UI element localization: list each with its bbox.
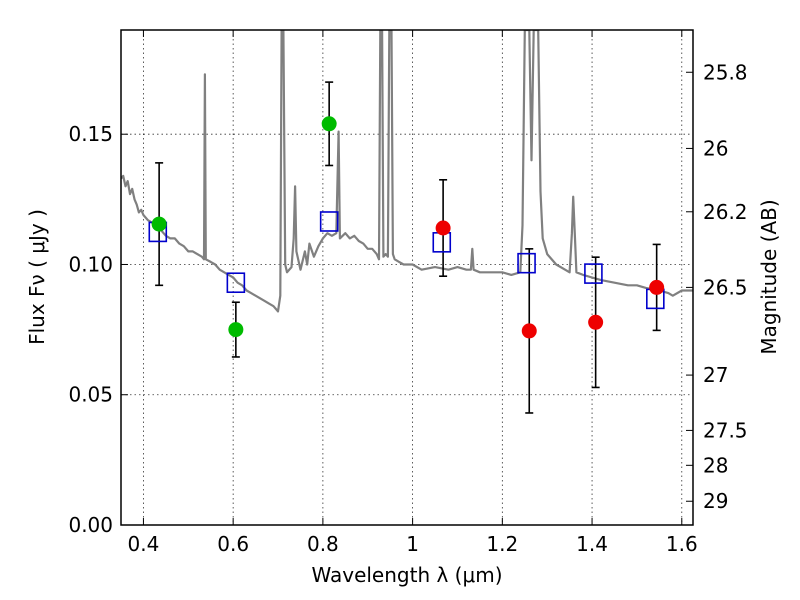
y-tick-label: 0.15 (68, 122, 113, 146)
model-band-square (517, 252, 536, 274)
x-axis-label: Wavelength λ (μm) (311, 563, 502, 587)
y2-tick-label: 26.2 (703, 200, 748, 224)
x-tick-label: 1.2 (486, 532, 518, 556)
error-bars-layer (155, 81, 661, 414)
observed-point-green (228, 322, 244, 338)
observed-point-red (649, 279, 665, 295)
y-tick-label: 0.00 (68, 513, 113, 537)
model-band-square (432, 232, 452, 253)
y-axis-label: Flux Fν ( μJy ) (25, 209, 49, 345)
observed-point-green (151, 216, 167, 232)
model-spectrum-line (121, 30, 693, 313)
x-tick-label: 1.4 (576, 532, 608, 556)
x-tick-label: 0.8 (307, 532, 339, 556)
observed-point-red (588, 314, 604, 330)
y-tick-label: 0.05 (68, 383, 113, 407)
model-band-square (584, 263, 603, 284)
model-band-square (226, 272, 246, 294)
y2-tick-label: 27 (703, 363, 728, 387)
x-tick-label: 1 (406, 532, 419, 556)
observed-point-red (435, 220, 451, 236)
model-spectrum-layer (121, 30, 693, 313)
y2-tick-label: 28 (703, 453, 728, 477)
y2-axis-label: Magnitude (AB) (757, 199, 781, 354)
markers-layer (148, 116, 665, 339)
y2-tick-label: 26 (703, 136, 728, 160)
y2-tick-label: 25.8 (703, 60, 748, 84)
y2-tick-label: 27.5 (703, 418, 748, 442)
x-tick-label: 1.6 (666, 532, 698, 556)
y2-tick-label: 26.5 (703, 275, 748, 299)
plot-frame (120, 29, 694, 526)
y2-tick-label: 29 (703, 489, 728, 513)
observed-point-red (521, 323, 537, 339)
ticks-layer: 0.4 0.6 0.8 1 1.2 1.4 1.6 0.00 0.05 0.10 0.15 25.8 2… (68, 30, 748, 556)
model-band-square (319, 211, 339, 232)
x-tick-label: 0.6 (217, 532, 249, 556)
observed-point-green (321, 116, 337, 132)
y-tick-label: 0.10 (68, 252, 113, 276)
grid-lines (121, 30, 693, 526)
x-tick-label: 0.4 (128, 532, 160, 556)
